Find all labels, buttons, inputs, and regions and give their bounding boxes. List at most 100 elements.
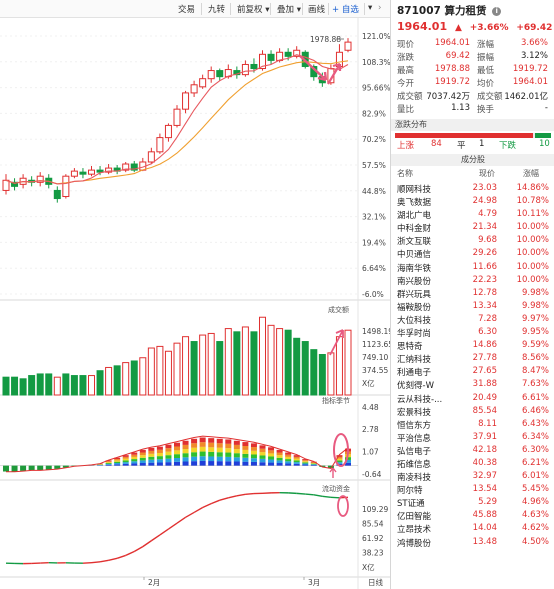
volume-bar (156, 345, 164, 396)
candle (36, 172, 44, 187)
candle (130, 160, 138, 173)
season-bar-segment (191, 438, 198, 444)
kline-svg[interactable]: 121.0% 108.3% 95.66% 82.9% 70.2% 57.5% 44.8% 32… (0, 18, 390, 589)
stock-name: 利通电子 (397, 368, 432, 379)
volume-bar (310, 349, 318, 396)
constituent-row[interactable]: 群兴玩具 12.78 9.98% (391, 287, 554, 300)
constituent-row[interactable]: 宏景科技 85.54 6.46% (391, 405, 554, 418)
toolbar-more-dropdown[interactable]: ▾ (368, 3, 373, 13)
toolbar-expand-icon[interactable]: › (378, 3, 382, 13)
stock-price: 6.30 (478, 327, 497, 338)
candle (62, 174, 70, 199)
constituent-row[interactable]: 平治信息 37.91 6.34% (391, 431, 554, 444)
constituent-row[interactable]: 中贝通信 29.26 10.00% (391, 247, 554, 260)
volume-bar (88, 375, 95, 396)
toolbar-draw-button[interactable]: 画线 (308, 5, 326, 15)
constituent-row[interactable]: 浙文互联 9.68 10.00% (391, 234, 554, 247)
season-bar-segment (225, 448, 232, 453)
price-axis-label: 57.5% (362, 161, 386, 170)
season-bar-segment (336, 460, 343, 463)
season-bar-segment (122, 460, 129, 463)
stock-change: 8.56% (521, 353, 549, 364)
candle-body (70, 170, 78, 177)
chart-toolbar: 交易 九转 前复权 ▾ 叠加 ▾ 画线 + 自选 ▾ › (0, 0, 390, 18)
season-bar-segment (165, 448, 172, 452)
constituent-row[interactable]: 汇纳科技 27.78 8.56% (391, 352, 554, 365)
constituent-row[interactable]: 湖北广电 4.79 10.11% (391, 208, 554, 221)
season-bar-segment (250, 450, 257, 455)
stock-name: 南兴股份 (397, 276, 432, 287)
flow-line-segment (185, 511, 195, 518)
price-axis-label: -6.0% (362, 290, 384, 299)
col-name[interactable]: 名称 (397, 169, 413, 178)
volume-axis-label: X亿 (362, 378, 375, 388)
stock-change: 4.96% (521, 497, 549, 508)
candle (199, 74, 207, 89)
season-bar-segment (302, 464, 309, 466)
toolbar-jiuzhuan-button[interactable]: 九转 (208, 5, 226, 15)
stock-name: 立昂技术 (397, 525, 432, 536)
constituent-row[interactable]: 南兴股份 22.23 10.00% (391, 274, 554, 287)
toolbar-add-watchlist-button[interactable]: + 自选 (332, 5, 359, 15)
flow-line-segment (116, 554, 126, 560)
flow-line-segment (159, 528, 169, 536)
season-bar-segment (148, 450, 155, 454)
stat-value: 69.42 (445, 51, 470, 61)
col-price[interactable]: 现价 (479, 169, 495, 178)
change-percent: +3.66% (469, 23, 509, 33)
stock-change: 7.63% (521, 379, 549, 390)
volume-bar (216, 341, 224, 396)
constituent-row[interactable]: 南凌科技 32.97 6.01% (391, 470, 554, 483)
annotation-arrowhead (317, 71, 328, 82)
constituent-row[interactable]: 思特奇 14.86 9.59% (391, 339, 554, 352)
constituent-row[interactable]: 鸿博股份 13.48 4.50% (391, 536, 554, 549)
stock-price: 31.88 (472, 379, 497, 390)
info-icon[interactable]: i (492, 7, 502, 16)
stock-change: 4.62% (521, 523, 549, 534)
constituent-row[interactable]: 福鞍股份 13.34 9.98% (391, 300, 554, 313)
constituent-row[interactable]: 拓维信息 40.38 6.21% (391, 457, 554, 470)
updown-distribution-bar (395, 133, 551, 138)
stock-name: 拓维信息 (397, 459, 432, 470)
toolbar-overlay-label: 叠加 (277, 5, 295, 15)
flow-line-segment (125, 550, 135, 557)
constituent-row[interactable]: 亿田智能 45.88 4.63% (391, 509, 554, 522)
constituent-row[interactable]: 阿尔特 13.54 5.45% (391, 483, 554, 496)
constituent-row[interactable]: ST证通 5.29 4.96% (391, 496, 554, 509)
candle (344, 38, 352, 53)
stock-name: 湖北广电 (397, 211, 432, 222)
constituent-row[interactable]: 弘信电子 42.18 6.30% (391, 444, 554, 457)
volume-bar (318, 354, 326, 396)
annotation-arrow-down (299, 55, 327, 81)
toolbar-adjust-dropdown[interactable]: 前复权 ▾ (237, 5, 270, 15)
volume-bar (139, 357, 147, 396)
constituent-row[interactable]: 优刻得-W 31.88 7.63% (391, 378, 554, 391)
constituent-row[interactable]: 大位科技 7.28 9.97% (391, 313, 554, 326)
toolbar-trade-button[interactable]: 交易 (178, 5, 196, 15)
season-bar-segment (114, 460, 121, 462)
constituent-row[interactable]: 立昂技术 14.04 4.62% (391, 522, 554, 535)
constituent-row[interactable]: 利通电子 27.65 8.47% (391, 365, 554, 378)
constituent-row[interactable]: 华孚时尚 6.30 9.95% (391, 326, 554, 339)
season-bar-segment (131, 452, 138, 455)
constituent-row[interactable]: 海南华铁 11.66 10.00% (391, 261, 554, 274)
price-axis-label: 44.8% (362, 187, 386, 196)
period-label: 日线 (368, 577, 383, 587)
season-bar-segment (242, 457, 249, 462)
col-change[interactable]: 涨幅 (523, 169, 539, 178)
toolbar-overlay-dropdown[interactable]: 叠加 ▾ (277, 5, 301, 15)
constituent-row[interactable]: 中科金财 21.34 10.00% (391, 221, 554, 234)
stock-price: 27.65 (472, 366, 497, 377)
season-bar-segment (268, 447, 275, 451)
volume-panel (2, 316, 352, 396)
season-bar-segment (191, 456, 198, 462)
kline-chart-area[interactable]: 交易 九转 前复权 ▾ 叠加 ▾ 画线 + 自选 ▾ › 121.0% 108.3… (0, 0, 390, 589)
constituent-row[interactable]: 云从科技-... 20.49 6.61% (391, 392, 554, 405)
constituent-row[interactable]: 恒信东方 8.11 6.43% (391, 418, 554, 431)
season-bar-negative (45, 465, 52, 470)
candle-body (173, 108, 181, 126)
stat-label: 成交额 (397, 92, 423, 102)
constituent-row[interactable]: 顺网科技 23.03 14.86% (391, 182, 554, 195)
constituent-row[interactable]: 奥飞数据 24.98 10.78% (391, 195, 554, 208)
candle-body (36, 175, 44, 183)
